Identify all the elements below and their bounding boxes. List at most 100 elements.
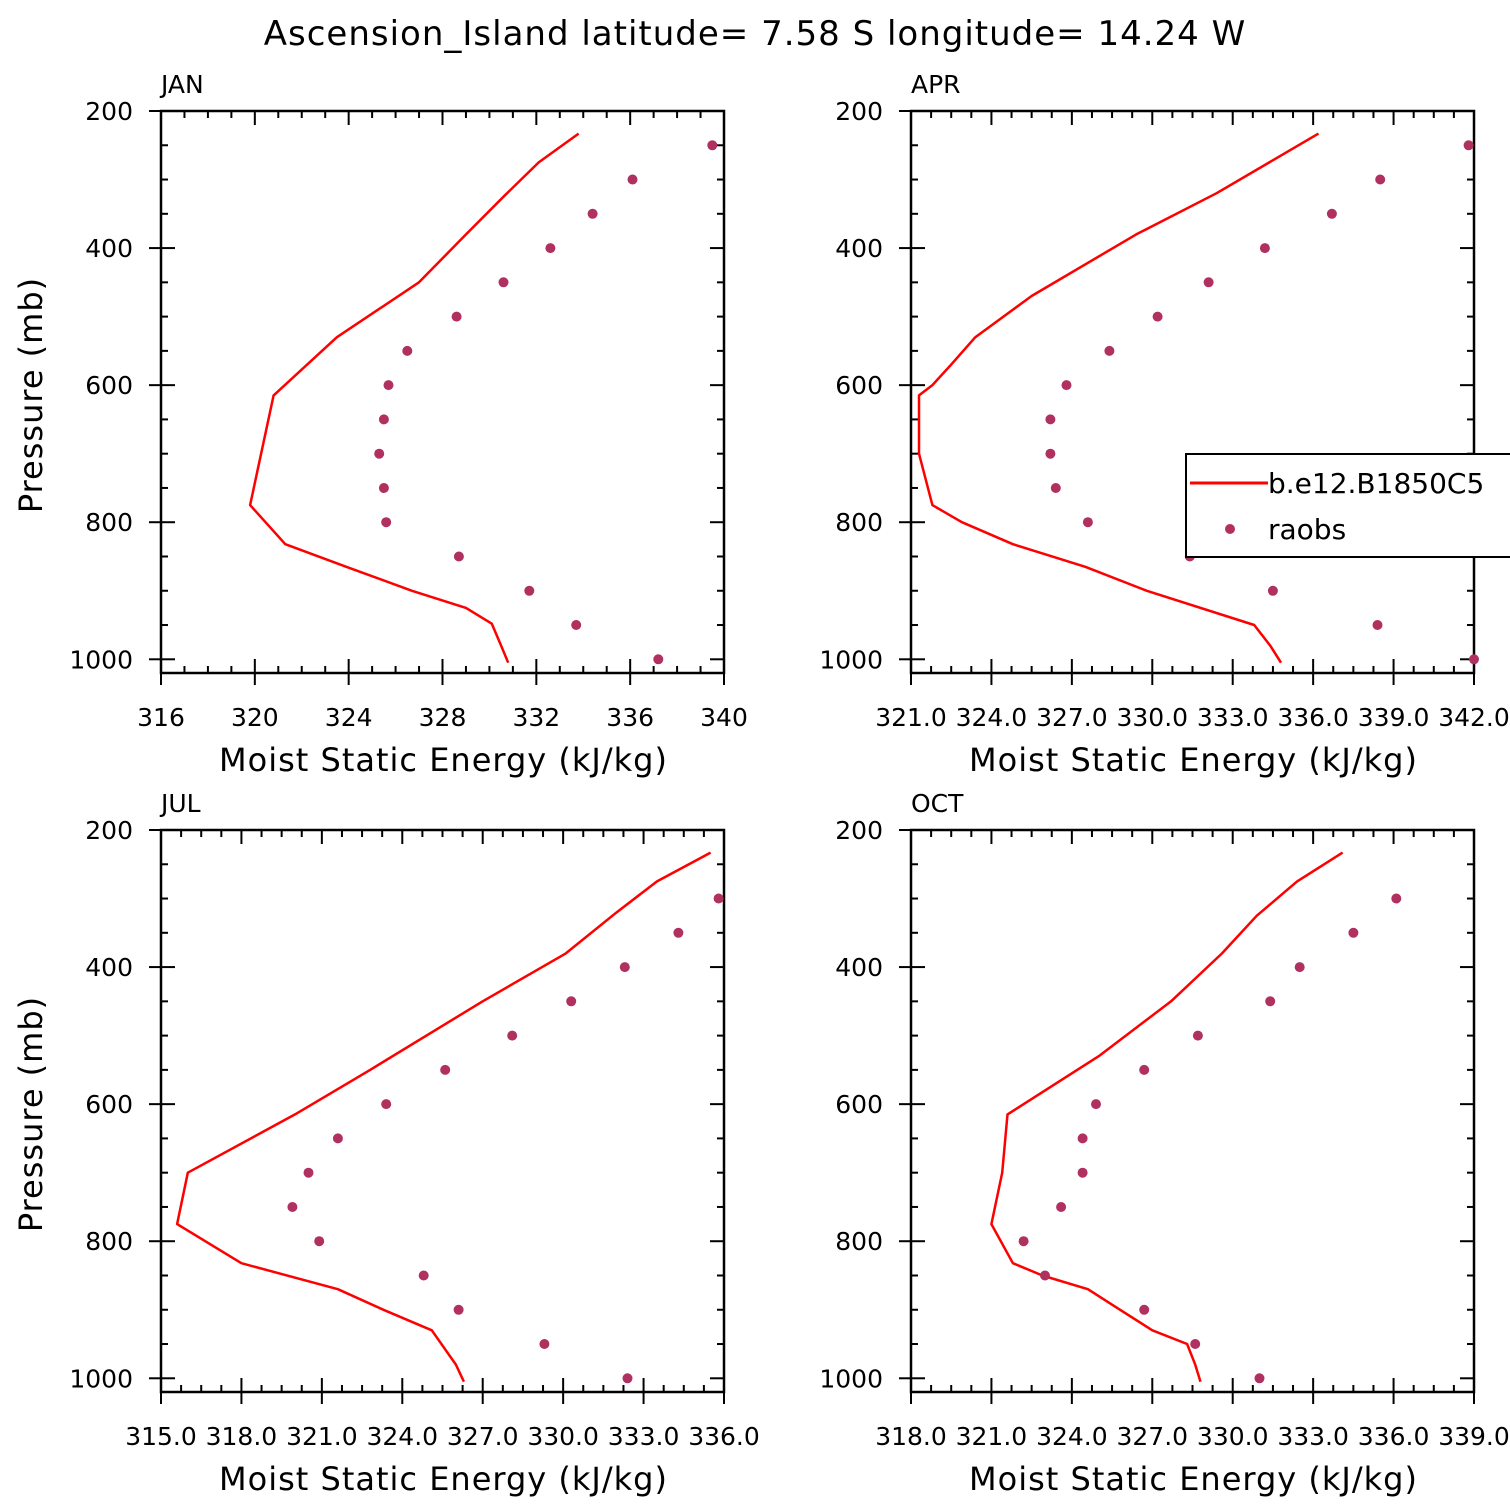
x-tick-label: 321.0 xyxy=(956,1422,1028,1451)
y-tick-label: 200 xyxy=(835,816,883,845)
x-tick-label: 339.0 xyxy=(1358,703,1430,732)
raobs-point xyxy=(1056,1202,1067,1212)
x-tick-label: 324 xyxy=(325,703,373,732)
raobs-point xyxy=(332,1133,343,1144)
legend-obs-marker-icon xyxy=(1225,524,1235,534)
x-tick-label: 320 xyxy=(231,703,279,732)
y-tick-label: 1000 xyxy=(69,1364,133,1393)
raobs-point xyxy=(1391,893,1402,904)
x-tick-label: 332 xyxy=(512,703,560,732)
raobs-point xyxy=(713,893,724,904)
x-tick-label: 321.0 xyxy=(875,703,947,732)
raobs-point xyxy=(1091,1099,1101,1110)
model-profile-line xyxy=(248,132,580,664)
raobs-point xyxy=(1139,1304,1150,1315)
y-tick-label: 200 xyxy=(85,816,133,845)
x-tick-label: 318.0 xyxy=(206,1422,278,1451)
raobs-point xyxy=(1348,927,1359,938)
legend-obs-label: raobs xyxy=(1268,513,1346,546)
raobs-point xyxy=(507,1030,518,1041)
y-tick-label: 200 xyxy=(835,97,883,126)
x-tick-label: 333.0 xyxy=(608,1422,680,1451)
panel-label: JAN xyxy=(159,70,204,99)
raobs-point xyxy=(1469,654,1479,665)
y-axis-title: Pressure (mb) xyxy=(12,277,50,513)
x-tick-label: 327.0 xyxy=(1036,703,1108,732)
raobs-point xyxy=(627,174,638,185)
y-tick-label: 600 xyxy=(835,371,883,400)
y-tick-label: 600 xyxy=(85,1090,133,1119)
legend: b.e12.B1850C5 raobs xyxy=(1185,453,1510,558)
y-tick-label: 1000 xyxy=(819,645,883,674)
plot-frame xyxy=(909,828,1476,1394)
raobs-point xyxy=(1203,277,1214,288)
x-tick-label: 318.0 xyxy=(875,1422,947,1451)
x-tick-label: 327.0 xyxy=(1116,1422,1188,1451)
raobs-point xyxy=(545,243,556,254)
plot-frame xyxy=(159,828,726,1394)
x-tick-label: 342.0 xyxy=(1438,703,1510,732)
panel-jul: JUL 200 400 600 800 1000 315.0 318.0 321.0 324.0 3… xyxy=(12,789,760,1498)
raobs-point xyxy=(1267,585,1278,596)
raobs-point xyxy=(402,345,413,356)
y-tick-label: 400 xyxy=(835,234,883,263)
raobs-point xyxy=(303,1167,314,1178)
raobs-point xyxy=(418,1270,429,1281)
raobs-point xyxy=(1139,1064,1150,1075)
x-tick-label: 315.0 xyxy=(125,1422,197,1451)
x-tick-label: 336.0 xyxy=(1358,1422,1430,1451)
raobs-point xyxy=(1259,243,1270,254)
raobs-point xyxy=(314,1236,325,1247)
raobs-point xyxy=(374,448,385,459)
y-tick-label: 200 xyxy=(85,97,133,126)
raobs-point xyxy=(587,208,598,219)
raobs-point xyxy=(287,1202,298,1212)
raobs-point xyxy=(1045,448,1056,459)
raobs-point xyxy=(378,414,389,425)
raobs-point xyxy=(381,1099,392,1110)
raobs-point xyxy=(1326,208,1337,219)
legend-box xyxy=(1185,453,1510,558)
raobs-point xyxy=(1190,1339,1201,1349)
y-tick-label: 400 xyxy=(835,953,883,982)
raobs-point xyxy=(1372,620,1383,630)
y-tick-label: 800 xyxy=(835,1227,883,1256)
panel-label: APR xyxy=(911,70,961,99)
raobs-point xyxy=(673,927,684,938)
x-tick-label: 333.0 xyxy=(1197,703,1269,732)
raobs-point xyxy=(653,654,664,665)
figure-title: Ascension_Island latitude= 7.58 S longit… xyxy=(264,14,1247,54)
y-tick-label: 800 xyxy=(835,508,883,537)
raobs-point xyxy=(440,1064,451,1075)
raobs-point xyxy=(1254,1373,1265,1384)
raobs-point xyxy=(1375,174,1386,185)
raobs-point xyxy=(1050,483,1061,493)
model-profile-line xyxy=(175,851,712,1383)
x-axis-title: Moist Static Energy (kJ/kg) xyxy=(219,741,668,779)
x-tick-label: 340 xyxy=(700,703,748,732)
raobs-point xyxy=(1192,1030,1203,1041)
x-tick-label: 327.0 xyxy=(447,1422,519,1451)
x-tick-label: 336.0 xyxy=(1277,703,1349,732)
raobs-point xyxy=(453,551,464,562)
x-tick-label: 324.0 xyxy=(1036,1422,1108,1451)
plot-frame xyxy=(159,109,726,675)
x-tick-label: 333.0 xyxy=(1277,1422,1349,1451)
model-profile-line xyxy=(917,132,1320,664)
y-tick-label: 1000 xyxy=(69,645,133,674)
x-tick-label: 324.0 xyxy=(366,1422,438,1451)
x-tick-label: 336.0 xyxy=(688,1422,760,1451)
x-tick-label: 330.0 xyxy=(1116,703,1188,732)
raobs-point xyxy=(451,311,462,322)
y-axis-title: Pressure (mb) xyxy=(12,996,50,1232)
raobs-point xyxy=(1082,517,1093,528)
raobs-point xyxy=(453,1304,464,1315)
raobs-point xyxy=(566,996,577,1007)
raobs-point xyxy=(622,1373,633,1384)
raobs-point xyxy=(498,277,509,288)
raobs-point xyxy=(524,585,535,596)
raobs-point xyxy=(619,962,630,973)
raobs-point xyxy=(1018,1236,1029,1247)
